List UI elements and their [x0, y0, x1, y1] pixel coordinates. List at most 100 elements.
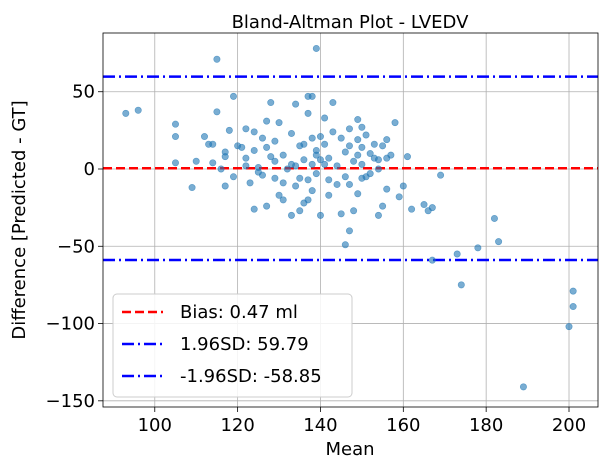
data-point: [345, 227, 353, 235]
data-point: [457, 281, 465, 289]
chart-title: Bland-Altman Plot - LVEDV: [232, 12, 470, 33]
data-point: [213, 108, 221, 116]
data-point: [271, 174, 279, 182]
data-point: [263, 143, 271, 151]
data-point: [379, 202, 387, 210]
data-point: [308, 134, 316, 142]
y-tick-label: −150: [46, 391, 95, 412]
data-point: [428, 256, 436, 264]
data-points: [122, 44, 577, 391]
data-point: [370, 140, 378, 148]
data-point: [321, 114, 329, 122]
data-point: [283, 165, 291, 173]
data-point: [300, 140, 308, 148]
data-point: [279, 196, 287, 204]
data-point: [221, 182, 229, 190]
data-point: [229, 173, 237, 181]
data-point: [312, 44, 320, 52]
data-point: [325, 191, 333, 199]
data-point: [213, 55, 221, 63]
data-point: [374, 165, 382, 173]
data-point: [122, 109, 130, 117]
data-point: [345, 125, 353, 133]
data-point: [246, 179, 254, 187]
data-point: [242, 162, 250, 170]
data-point: [519, 383, 527, 391]
data-point: [321, 160, 329, 168]
data-point: [258, 134, 266, 142]
reference-lines: [103, 75, 598, 262]
y-tick-label: −50: [57, 236, 95, 257]
data-point: [490, 214, 498, 222]
data-point: [437, 171, 445, 179]
data-point: [304, 196, 312, 204]
data-point: [345, 180, 353, 188]
data-point: [474, 244, 482, 252]
grid: [103, 33, 598, 407]
data-point: [250, 205, 258, 213]
y-tick-label: 0: [84, 159, 95, 180]
data-point: [383, 185, 391, 193]
data-point: [171, 159, 179, 167]
data-point: [217, 165, 225, 173]
data-point: [321, 140, 329, 148]
data-point: [221, 153, 229, 161]
data-point: [325, 154, 333, 162]
data-point: [316, 133, 324, 141]
data-point: [292, 162, 300, 170]
data-point: [171, 120, 179, 128]
data-point: [263, 117, 271, 125]
data-point: [366, 170, 374, 178]
data-point: [250, 128, 258, 136]
data-point: [358, 160, 366, 168]
data-point: [258, 171, 266, 179]
data-point: [337, 210, 345, 218]
data-point: [341, 148, 349, 156]
data-point: [200, 133, 208, 141]
data-point: [399, 182, 407, 190]
data-point: [569, 303, 577, 311]
data-point: [242, 154, 250, 162]
data-point: [379, 142, 387, 150]
data-point: [333, 162, 341, 170]
data-point: [287, 211, 295, 219]
data-point: [337, 134, 345, 142]
data-point: [188, 184, 196, 192]
x-axis-title: Mean: [325, 439, 374, 460]
plot-frame: [102, 32, 599, 408]
data-point: [209, 140, 217, 148]
data-point: [354, 136, 362, 144]
x-tick-label: 160: [386, 415, 420, 436]
data-point: [453, 250, 461, 258]
data-point: [300, 156, 308, 164]
data-point: [345, 142, 353, 150]
data-point: [316, 211, 324, 219]
data-point: [408, 205, 416, 213]
legend-box: [112, 293, 353, 398]
data-point: [387, 151, 395, 159]
data-point: [171, 133, 179, 141]
data-point: [254, 163, 262, 171]
data-point: [312, 146, 320, 154]
data-point: [292, 182, 300, 190]
data-point: [229, 92, 237, 100]
data-point: [267, 99, 275, 107]
data-point: [225, 126, 233, 134]
data-point: [403, 153, 411, 161]
data-point: [565, 323, 573, 331]
data-point: [420, 201, 428, 209]
data-point: [316, 156, 324, 164]
data-point: [250, 146, 258, 154]
data-point: [287, 129, 295, 137]
axis-ticks: 100 120 140 160 180 200 −150 −100 −50 0 50: [46, 82, 587, 436]
data-point: [308, 92, 316, 100]
data-point: [192, 157, 200, 165]
data-point: [350, 207, 358, 215]
data-point: [242, 125, 250, 133]
data-point: [304, 176, 312, 184]
data-point: [279, 151, 287, 159]
data-point: [292, 100, 300, 108]
x-tick-label: 100: [138, 415, 172, 436]
